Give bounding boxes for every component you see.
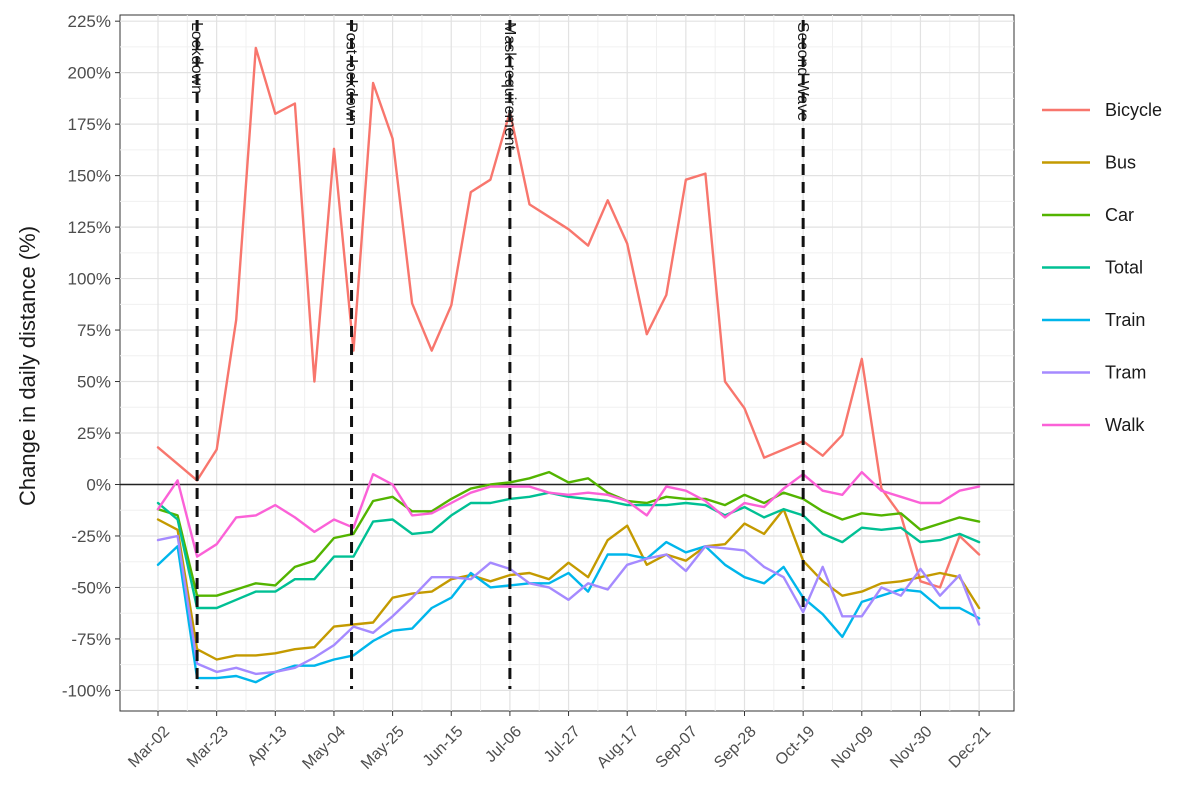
x-tick-label: May-25 [358,723,408,773]
x-tick-label: Sep-07 [653,723,702,772]
y-tick-label: 25% [77,424,111,443]
event-label-post-lockdown: Post-lockdown [343,22,360,126]
x-tick-label: Aug-17 [594,723,643,772]
series-line-train [156,540,981,684]
x-tick-label: Sep-28 [711,723,760,772]
x-tick-label: May-04 [299,723,349,773]
legend: Bicycle Bus Car Total Train Tram Walk [1042,100,1162,435]
event-label-lockdown: Lockdown [188,22,205,94]
legend-label-bicycle: Bicycle [1105,100,1162,120]
y-tick-label: -50% [71,578,111,597]
y-tick-label: 75% [77,321,111,340]
plot-panel [119,14,1015,712]
x-tick-label: Apr-13 [245,723,291,769]
legend-label-train: Train [1105,310,1145,330]
legend-label-bus: Bus [1105,153,1136,173]
series-line-car [156,470,981,597]
series-line-total [156,491,981,610]
y-axis: -100% -75% -50% -25% 0% 25% 50% 75% 100% 125% 150%… [62,12,120,700]
y-tick-label: 100% [68,270,111,289]
y-tick-label: -25% [71,527,111,546]
legend-label-car: Car [1105,205,1134,225]
series-line-bicycle [156,46,981,589]
x-tick-label: Mar-02 [125,723,173,771]
event-label-mask-requirement: Mask requirement [501,22,518,151]
y-tick-label: 225% [68,12,111,31]
major-gridlines [120,15,1014,711]
x-axis: Mar-02 Mar-23 Apr-13 May-04 May-25 Jun-15 Jul-… [125,711,994,773]
y-tick-label: -100% [62,681,111,700]
x-tick-label: Nov-09 [828,723,877,772]
x-tick-label: Dec-21 [946,723,995,772]
legend-label-total: Total [1105,258,1143,278]
x-tick-label: Oct-19 [772,723,818,769]
event-markers: Lockdown Post-lockdown Mask requirement Sec… [188,20,811,689]
y-axis-label: Change in daily distance (%) [15,226,40,506]
y-tick-label: 50% [77,373,111,392]
y-tick-label: 0% [86,475,111,494]
y-tick-label: 150% [68,167,111,186]
series-lines [156,46,981,684]
series-line-walk [156,470,981,558]
series-line-bus [156,508,981,661]
event-label-second-wave: Second Wave [794,22,811,121]
x-tick-label: Jul-27 [541,723,584,766]
legend-label-walk: Walk [1105,415,1145,435]
x-tick-label: Jul-06 [482,723,525,766]
x-tick-label: Mar-23 [184,723,232,771]
x-tick-label: Jun-15 [420,723,467,770]
y-tick-label: 125% [68,218,111,237]
series-line-tram [156,534,981,676]
y-tick-label: 175% [68,115,111,134]
x-tick-label: Nov-30 [887,723,936,772]
y-tick-label: -75% [71,630,111,649]
y-tick-label: 200% [68,64,111,83]
legend-label-tram: Tram [1105,363,1146,383]
